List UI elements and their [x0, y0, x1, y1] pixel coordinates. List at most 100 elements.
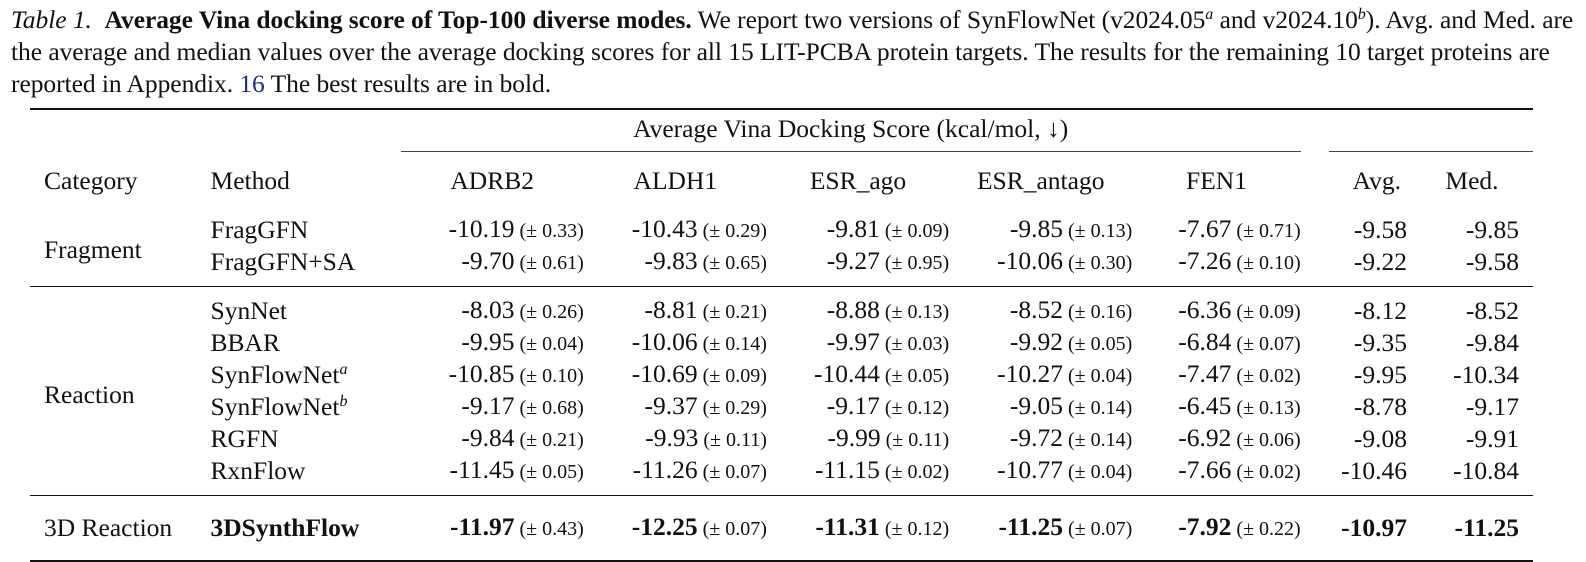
score-mean: -11.25: [998, 512, 1063, 541]
method-cell: FragGFN: [211, 206, 401, 246]
score-cell: -9.85 (± 0.13): [949, 206, 1132, 246]
score-std: (± 0.09): [697, 365, 767, 387]
score-std: (± 0.04): [1063, 365, 1133, 387]
score-std: (± 0.68): [514, 397, 584, 419]
caption-text-3: ). Avg. and Med. are the average and med…: [11, 5, 1574, 98]
score-cell: -9.92 (± 0.05): [949, 327, 1132, 359]
score-std: (± 0.33): [514, 220, 584, 242]
table-row: BBAR -9.95 (± 0.04) -10.06 (± 0.14) -9.97 (…: [30, 327, 1533, 359]
score-cell: -7.67 (± 0.71): [1132, 206, 1300, 246]
score-mean: -10.43: [631, 214, 698, 243]
method-name: SynFlowNet: [210, 360, 340, 389]
table-caption: Table 1. Average Vina docking score of T…: [11, 4, 1579, 100]
score-cell: -9.17 (± 0.68): [401, 391, 584, 423]
avg-cell: -8.12: [1353, 296, 1407, 325]
avg-cell: -10.97: [1341, 513, 1407, 542]
method-cell: RGFN: [211, 423, 401, 455]
score-cell: -10.06 (± 0.30): [949, 246, 1132, 287]
score-std: (± 0.61): [514, 252, 584, 274]
score-mean: -9.17: [461, 391, 515, 420]
score-mean: -6.92: [1178, 423, 1232, 452]
score-std: (± 0.26): [514, 301, 584, 323]
score-std: (± 0.21): [697, 301, 767, 323]
group-header-docking-score: Average Vina Docking Score (kcal/mol, ↓): [400, 114, 1301, 152]
group-header-aggregate: [1328, 114, 1533, 152]
score-mean: -10.06: [631, 327, 698, 356]
score-mean: -7.47: [1178, 359, 1232, 388]
header-fen1: FEN1: [1186, 166, 1247, 195]
score-cell: -9.81 (± 0.09): [767, 206, 949, 246]
score-std: (± 0.11): [880, 429, 950, 451]
score-cell: -9.27 (± 0.95): [767, 246, 949, 287]
score-mean: -9.92: [1009, 327, 1063, 356]
category-cell: Reaction: [44, 380, 135, 409]
med-cell: -10.34: [1453, 360, 1519, 389]
score-mean: -9.72: [1009, 423, 1063, 452]
score-std: (± 0.02): [879, 461, 950, 483]
avg-cell: -9.08: [1353, 424, 1407, 453]
score-std: (± 0.04): [1063, 461, 1133, 483]
score-std: (± 0.12): [879, 397, 950, 419]
score-cell: -10.27 (± 0.04): [949, 359, 1132, 391]
score-std: (± 0.09): [1231, 301, 1301, 323]
score-cell: -7.92 (± 0.22): [1132, 496, 1300, 562]
caption-text-4: The best results are in bold.: [264, 69, 552, 98]
score-mean: -7.92: [1178, 512, 1232, 541]
table-row: SynFlowNeta -10.85 (± 0.10) -10.69 (± 0.09…: [30, 359, 1533, 391]
avg-cell: -10.46: [1341, 456, 1407, 485]
score-std: (± 0.95): [879, 252, 950, 274]
score-mean: -9.84: [461, 423, 515, 452]
score-mean: -9.37: [644, 391, 698, 420]
score-std: (± 0.07): [697, 461, 767, 483]
score-std: (± 0.71): [1231, 220, 1301, 242]
med-cell: -9.84: [1465, 328, 1519, 357]
header-esr-antago: ESR_antago: [976, 166, 1105, 195]
score-cell: -9.93 (± 0.11): [584, 423, 767, 455]
score-cell: -11.45 (± 0.05): [401, 455, 584, 496]
method-name: RxnFlow: [210, 456, 306, 485]
score-mean: -9.95: [461, 327, 515, 356]
score-std: (± 0.16): [1063, 301, 1133, 323]
score-cell: -9.05 (± 0.14): [949, 391, 1132, 423]
score-mean: -10.85: [448, 359, 515, 388]
med-cell: -9.85: [1465, 215, 1519, 244]
score-mean: -11.15: [814, 455, 880, 484]
score-cell: -8.03 (± 0.26): [401, 287, 584, 328]
header-method: Method: [210, 166, 290, 195]
table-row: RxnFlow -11.45 (± 0.05) -11.26 (± 0.07) -11…: [30, 455, 1533, 496]
score-std: (± 0.05): [514, 461, 584, 483]
appendix-link[interactable]: 16: [239, 69, 265, 98]
score-std: (± 0.10): [1231, 252, 1301, 274]
score-cell: -9.72 (± 0.14): [949, 423, 1132, 455]
header-esr-ago: ESR_ago: [809, 166, 907, 195]
score-std: (± 0.02): [1231, 461, 1301, 483]
score-cell: -9.99 (± 0.11): [767, 423, 949, 455]
score-cell: -11.25 (± 0.07): [949, 496, 1133, 562]
score-mean: -9.85: [1009, 214, 1063, 243]
score-mean: -9.81: [826, 214, 880, 243]
header-adrb2: ADRB2: [450, 166, 534, 195]
score-mean: -7.26: [1178, 246, 1232, 275]
caption-label: Table 1.: [11, 5, 92, 34]
category-cell: Fragment: [44, 235, 142, 264]
score-cell: -6.45 (± 0.13): [1132, 391, 1300, 423]
score-std: (± 0.13): [879, 301, 950, 323]
score-cell: -9.95 (± 0.04): [401, 327, 583, 359]
score-std: (± 0.14): [1063, 397, 1133, 419]
score-mean: -10.27: [997, 359, 1063, 388]
method-version-sup: a: [339, 361, 348, 378]
score-mean: -9.83: [644, 246, 698, 275]
method-name: SynNet: [210, 296, 288, 325]
score-mean: -11.31: [815, 512, 880, 541]
score-std: (± 0.29): [697, 220, 767, 242]
score-mean: -10.77: [997, 455, 1063, 484]
med-cell: -9.17: [1465, 392, 1519, 421]
method-name: SynFlowNet: [210, 392, 340, 421]
caption-sup-b: b: [1357, 6, 1366, 23]
score-std: (± 0.22): [1231, 518, 1301, 540]
header-avg: Avg.: [1352, 166, 1402, 195]
score-cell: -10.43 (± 0.29): [584, 206, 767, 246]
score-mean: -8.03: [461, 295, 515, 324]
avg-cell: -9.58: [1353, 215, 1407, 244]
caption-title: Average Vina docking score of Top-100 di…: [104, 5, 692, 34]
